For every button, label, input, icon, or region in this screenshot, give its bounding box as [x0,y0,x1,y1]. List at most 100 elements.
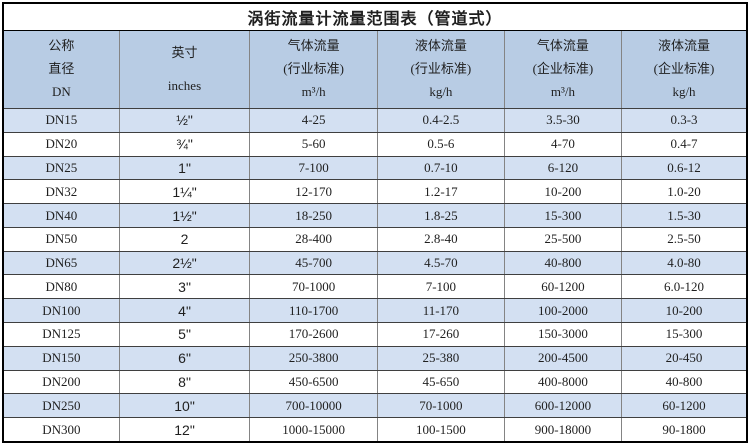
liquid-industry-cell: 25-380 [378,346,505,370]
inches-cell: 2 [120,227,251,251]
table-row: DN300 12" 1000-15000 100-1500 900-18000 90-18… [4,417,746,441]
header-inches: 英寸 inches [120,31,251,108]
gas-enterprise-cell: 3.5-30 [505,109,623,132]
dn-cell: DN150 [4,346,120,370]
header-line: (行业标准) [283,61,344,77]
liquid-industry-cell: 0.7-10 [378,156,505,180]
inches-cell: 5" [120,323,251,346]
gas-industry-cell: 28-400 [250,227,378,251]
liquid-enterprise-cell: 60-1200 [662,397,706,413]
liquid-enterprise-cell: 4.0-80 [667,255,701,271]
header-line: 英寸 [171,45,198,61]
liquid-enterprise-cell: 90-1800 [662,421,706,437]
inches-cell: 1" [120,156,251,180]
gas-enterprise-cell: 25-500 [505,227,623,251]
dn-cell: DN40 [4,204,120,227]
gas-enterprise-cell: 6-120 [505,156,623,180]
table-body: DN15 ½" 4-25 0.4-2.5 3.5-30 0.3-3 DN20 ¾" 5-60 0.… [4,109,746,441]
gas-industry-cell: 18-250 [250,204,378,227]
header-line: 直径 [48,61,75,77]
liquid-industry-cell: 11-170 [378,299,505,323]
liquid-enterprise-cell: 1.5-30 [667,207,701,223]
gas-industry-cell: 4-25 [250,109,378,132]
dn-cell: DN32 [4,180,120,204]
inches-cell: 4" [120,299,251,323]
liquid-enterprise-cell: 1.0-20 [667,183,701,199]
inches-cell: ¾" [120,132,251,156]
dn-cell: DN15 [4,109,120,132]
liquid-enterprise-cell: 0.6-12 [667,159,701,175]
inches-cell: 1¼" [120,180,251,204]
header-gas-flow-enterprise: 气体流量 (企业标准) m³/h [505,31,623,108]
header-line: 气体流量 [536,38,589,54]
gas-enterprise-cell: 900-18000 [505,418,623,441]
table-row: DN200 8" 450-6500 45-650 400-8000 40-800 [4,369,746,394]
header-line: (企业标准) [653,61,715,77]
gas-industry-cell: 7-100 [250,156,378,180]
dn-cell: DN50 [4,227,120,251]
header-line: (行业标准) [410,61,472,77]
liquid-industry-cell: 17-260 [378,323,505,346]
gas-enterprise-cell: 200-4500 [505,346,623,370]
inches-cell: 2½" [120,251,251,275]
table-row: DN32 1¼" 12-170 1.2-17 10-200 1.0-20 [4,179,746,204]
header-line: 液体流量 [414,38,467,54]
header-unit: m³/h [301,83,326,99]
liquid-industry-cell: 100-1500 [378,418,505,441]
gas-industry-cell: 45-700 [250,251,378,275]
table-row: DN25 1" 7-100 0.7-10 6-120 0.6-12 [4,155,746,180]
liquid-industry-cell: 1.8-25 [378,204,505,227]
dn-cell: DN300 [4,418,120,441]
header-line: 液体流量 [657,38,710,54]
header-unit: kg/h [672,83,696,99]
liquid-enterprise-cell: 15-300 [665,326,703,342]
gas-industry-cell: 110-1700 [250,299,378,323]
table-row: DN100 4" 110-1700 11-170 100-2000 10-200 [4,298,746,323]
header-line: 公称 [48,38,75,54]
header-unit: m³/h [550,83,575,99]
gas-enterprise-cell: 4-70 [505,132,623,156]
gas-enterprise-cell: 10-200 [505,180,623,204]
table-row: DN40 1½" 18-250 1.8-25 15-300 1.5-30 [4,203,746,227]
inches-cell: 6" [120,346,251,370]
gas-enterprise-cell: 100-2000 [505,299,623,323]
liquid-industry-cell: 0.4-2.5 [378,109,505,132]
table-header-row: 公称 直径 DN 英寸 inches 气体流量 (行业标准) m³/h 液体流量… [4,31,746,109]
table-row: DN80 3" 70-1000 7-100 60-1200 6.0-120 [4,274,746,299]
liquid-industry-cell: 70-1000 [378,394,505,418]
gas-enterprise-cell: 15-300 [505,204,623,227]
table-row: DN15 ½" 4-25 0.4-2.5 3.5-30 0.3-3 [4,109,746,132]
liquid-industry-cell: 2.8-40 [378,227,505,251]
header-gas-flow-industry: 气体流量 (行业标准) m³/h [250,31,378,108]
inches-cell: 1½" [120,204,251,227]
table-title: 涡街流量计流量范围表（管道式） [4,4,746,31]
gas-enterprise-cell: 150-3000 [505,323,623,346]
table-row: DN150 6" 250-3800 25-380 200-4500 20-450 [4,345,746,370]
liquid-enterprise-cell: 6.0-120 [663,278,705,294]
liquid-enterprise-cell: 0.3-3 [670,112,698,128]
table-row: DN50 2 28-400 2.8-40 25-500 2.5-50 [4,226,746,251]
dn-cell: DN20 [4,132,120,156]
dn-cell: DN100 [4,299,120,323]
liquid-enterprise-cell: 40-800 [665,373,703,389]
table-row: DN20 ¾" 5-60 0.5-6 4-70 0.4-7 [4,131,746,156]
gas-industry-cell: 170-2600 [250,323,378,346]
header-unit: kg/h [429,83,453,99]
gas-enterprise-cell: 400-8000 [505,370,623,394]
gas-industry-cell: 70-1000 [250,275,378,299]
header-line: DN [51,83,71,99]
header-liquid-flow-enterprise: 液体流量 (企业标准) kg/h [622,31,746,108]
gas-industry-cell: 450-6500 [250,370,378,394]
header-line: (企业标准) [532,61,594,77]
table-row: DN250 10" 700-10000 70-1000 600-12000 60-1200 [4,393,746,418]
inches-cell: 8" [120,370,251,394]
liquid-enterprise-cell: 20-450 [665,350,703,366]
dn-cell: DN80 [4,275,120,299]
table-row: DN65 2½" 45-700 4.5-70 40-800 4.0-80 [4,250,746,275]
inches-cell: ½" [120,109,251,132]
inches-cell: 12" [120,418,251,441]
dn-cell: DN250 [4,394,120,418]
gas-industry-cell: 12-170 [250,180,378,204]
header-nominal-diameter: 公称 直径 DN [4,31,120,108]
